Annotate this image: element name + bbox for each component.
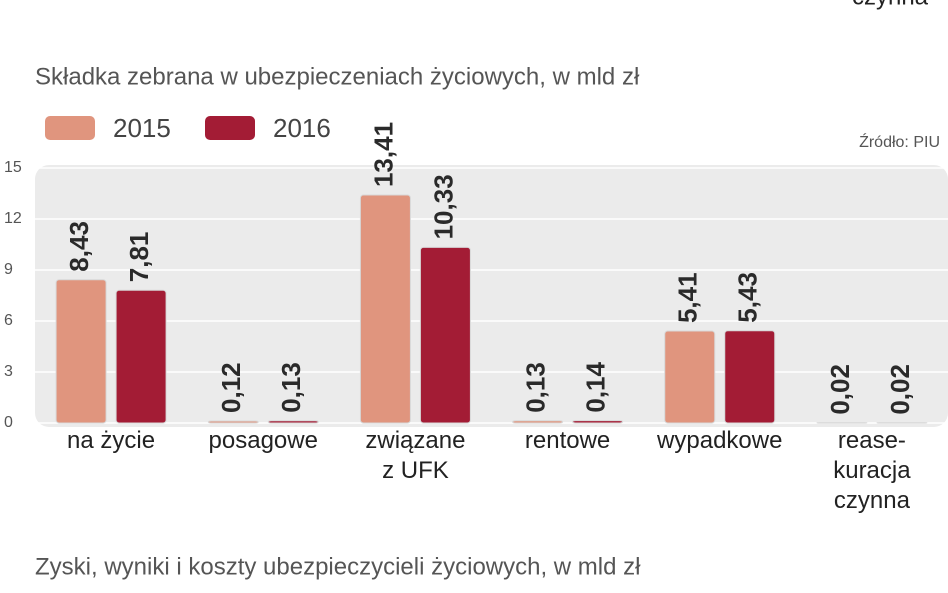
legend-swatch (205, 116, 255, 140)
value-label: 0,02 (825, 364, 855, 415)
legend-label: 2016 (273, 113, 331, 143)
value-label: 10,33 (428, 174, 458, 239)
value-label: 0,13 (520, 362, 550, 413)
x-tick-label: posagowe (208, 427, 318, 454)
y-tick-label: 3 (4, 363, 13, 380)
plot-background (35, 165, 948, 427)
y-tick-label: 9 (4, 261, 13, 278)
value-label: 5,43 (733, 272, 763, 323)
x-tick-label: rentowe (524, 427, 611, 454)
x-tick-label: na życie (67, 427, 156, 454)
bar (419, 246, 471, 424)
value-label: 0,14 (580, 361, 610, 412)
value-label: 0,02 (885, 364, 915, 415)
value-label: 5,41 (673, 272, 703, 323)
cut-text: czynna (852, 0, 929, 10)
legend-swatch (45, 116, 95, 140)
bar (267, 420, 319, 424)
x-tick-label: rease- kuracja czynna (833, 427, 911, 514)
bar (55, 279, 107, 424)
value-label: 7,81 (124, 232, 154, 283)
y-tick-label: 6 (4, 312, 13, 329)
y-tick-label: 0 (4, 414, 13, 431)
y-tick-label: 15 (4, 159, 22, 176)
x-tick-label: związane z UFK (365, 427, 466, 484)
x-tick-label: wypadkowe (657, 427, 783, 454)
source: Źródło: PIU (859, 132, 940, 151)
next-title: Zyski, wyniki i koszty ubezpieczycieli ż… (35, 553, 641, 580)
y-tick-label: 12 (4, 210, 22, 227)
chart-title: Składka zebrana w ubezpieczeniach życiow… (35, 63, 640, 90)
bar (572, 420, 624, 424)
value-label: 13,41 (368, 122, 398, 187)
value-label: 8,43 (64, 221, 94, 272)
legend-label: 2015 (113, 113, 171, 143)
bar (207, 420, 259, 424)
bar (359, 194, 411, 424)
value-label: 0,12 (216, 362, 246, 413)
value-label: 0,13 (276, 362, 306, 413)
bar (724, 330, 776, 424)
bar (512, 420, 564, 424)
bar (115, 289, 167, 424)
bar (664, 330, 716, 424)
